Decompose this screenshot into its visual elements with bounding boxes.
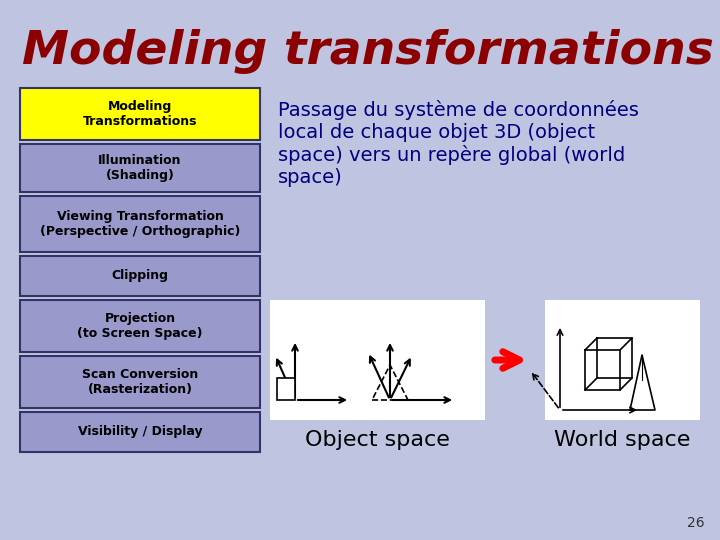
Text: Viewing Transformation
(Perspective / Orthographic): Viewing Transformation (Perspective / Or… <box>40 210 240 238</box>
Text: 26: 26 <box>688 516 705 530</box>
Text: Object space: Object space <box>305 430 450 450</box>
FancyBboxPatch shape <box>545 300 700 420</box>
Text: Scan Conversion
(Rasterization): Scan Conversion (Rasterization) <box>82 368 198 396</box>
FancyBboxPatch shape <box>270 300 485 420</box>
Text: Modeling transformations: Modeling transformations <box>22 30 714 75</box>
Text: Modeling
Transformations: Modeling Transformations <box>83 100 197 128</box>
FancyBboxPatch shape <box>20 256 260 296</box>
FancyBboxPatch shape <box>20 196 260 252</box>
Text: Passage du système de coordonnées
local de chaque objet 3D (object
space) vers u: Passage du système de coordonnées local … <box>278 100 639 187</box>
FancyBboxPatch shape <box>20 144 260 192</box>
Text: Visibility / Display: Visibility / Display <box>78 426 202 438</box>
Text: World space: World space <box>554 430 690 450</box>
FancyBboxPatch shape <box>20 88 260 140</box>
Text: Clipping: Clipping <box>112 269 168 282</box>
FancyBboxPatch shape <box>20 356 260 408</box>
Text: Illumination
(Shading): Illumination (Shading) <box>98 154 181 182</box>
Polygon shape <box>277 378 295 400</box>
Text: Projection
(to Screen Space): Projection (to Screen Space) <box>77 312 203 340</box>
FancyBboxPatch shape <box>20 300 260 352</box>
FancyBboxPatch shape <box>20 412 260 452</box>
